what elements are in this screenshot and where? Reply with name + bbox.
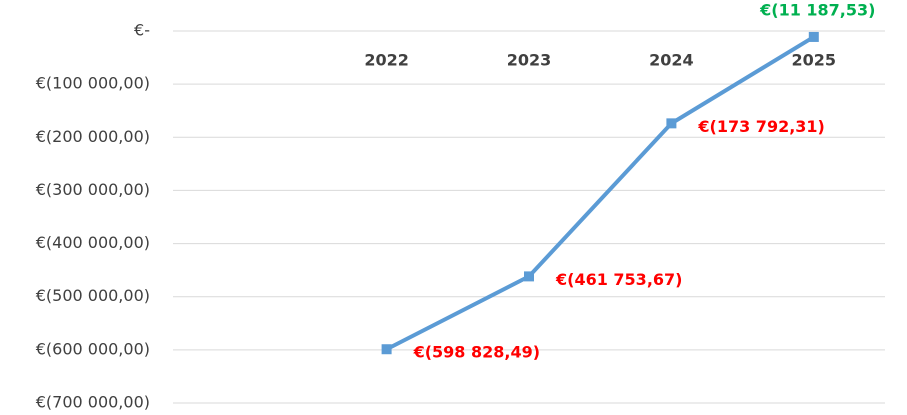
- x-tick-label: 2024: [649, 51, 694, 70]
- y-tick-label: €(400 000,00): [36, 233, 150, 252]
- line: [385, 35, 815, 352]
- marker: [524, 271, 534, 282]
- data-label: €(598 828,49): [413, 343, 540, 362]
- y-tick-label: €(300 000,00): [36, 180, 150, 199]
- x-tick-label: 2023: [507, 51, 552, 70]
- y-tick-label: €(500 000,00): [36, 286, 150, 305]
- x-tick-label: 2025: [792, 51, 837, 70]
- x-tick-label: 2022: [364, 51, 409, 70]
- marker: [381, 344, 392, 355]
- marker: [808, 31, 819, 42]
- y-tick-label: €(200 000,00): [36, 127, 150, 146]
- data-label: €(11 187,53): [759, 0, 875, 19]
- data-label: €(461 753,67): [555, 270, 682, 289]
- data-label: €(173 792,31): [697, 117, 824, 136]
- y-tick-label: €(600 000,00): [36, 339, 150, 358]
- y-tick-label: €(700 000,00): [36, 393, 150, 412]
- y-tick-label: €(100 000,00): [36, 74, 150, 93]
- marker: [666, 118, 677, 129]
- y-tick-label: €-: [134, 21, 150, 40]
